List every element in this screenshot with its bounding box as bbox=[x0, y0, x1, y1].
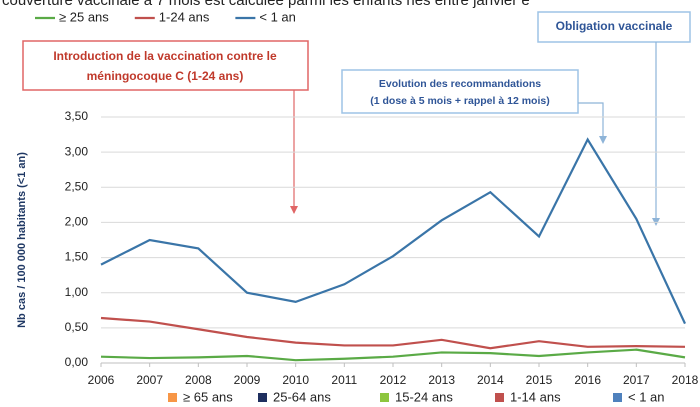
legend-swatch bbox=[495, 393, 504, 402]
y-tick-label: 1,00 bbox=[65, 285, 89, 299]
legend-label: 25-64 ans bbox=[273, 389, 331, 404]
y-tick-label: 3,50 bbox=[65, 109, 89, 123]
annotation-box bbox=[22, 40, 309, 91]
annotation-text: (1 dose à 5 mois + rappel à 12 mois) bbox=[370, 95, 549, 107]
legend-label: < 1 an bbox=[628, 389, 665, 404]
legend-label: 1-24 ans bbox=[159, 9, 210, 24]
y-tick-label: 2,00 bbox=[65, 215, 89, 229]
y-tick-label: 2,50 bbox=[65, 179, 89, 193]
arrowhead bbox=[290, 206, 298, 214]
x-tick-label: 2015 bbox=[526, 373, 553, 387]
y-tick-label: 0,50 bbox=[65, 320, 89, 334]
x-tick-label: 2018 bbox=[672, 373, 699, 387]
legend-label: 15-24 ans bbox=[395, 389, 453, 404]
x-tick-label: 2011 bbox=[331, 373, 357, 387]
y-tick-label: 1,50 bbox=[65, 250, 89, 264]
y-tick-label: 3,00 bbox=[65, 144, 89, 158]
x-tick-label: 2010 bbox=[282, 373, 309, 387]
x-tick-label: 2006 bbox=[88, 373, 115, 387]
legend-swatch bbox=[380, 393, 389, 402]
annotation-arrow bbox=[578, 102, 604, 142]
x-tick-label: 2014 bbox=[477, 373, 504, 387]
legend-label: < 1 an bbox=[259, 9, 296, 24]
series-line bbox=[100, 137, 686, 325]
legend-swatch bbox=[258, 393, 267, 402]
arrowhead bbox=[599, 136, 607, 144]
annotation-text: Evolution des recommandations bbox=[379, 78, 541, 90]
legend-label: ≥ 65 ans bbox=[183, 389, 233, 404]
x-tick-label: 2017 bbox=[623, 373, 650, 387]
annotation-text: méningocoque C (1-24 ans) bbox=[87, 69, 244, 83]
legend-swatch bbox=[168, 393, 177, 402]
x-tick-label: 2009 bbox=[234, 373, 261, 387]
series-line bbox=[100, 316, 686, 350]
y-axis-label: Nb cas / 100 000 habitants (<1 an) bbox=[16, 152, 28, 328]
legend-label: 1-14 ans bbox=[510, 389, 561, 404]
y-tick-label: 0,00 bbox=[65, 355, 89, 369]
annotation-box bbox=[537, 11, 691, 43]
annotation-text: Obligation vaccinale bbox=[556, 19, 673, 33]
series-line bbox=[100, 348, 686, 362]
x-tick-label: 2012 bbox=[380, 373, 407, 387]
x-tick-label: 2013 bbox=[428, 373, 455, 387]
annotation-text: Introduction de la vaccination contre le bbox=[53, 49, 277, 63]
legend-label: ≥ 25 ans bbox=[59, 9, 109, 24]
x-tick-label: 2016 bbox=[574, 373, 601, 387]
x-tick-label: 2008 bbox=[185, 373, 212, 387]
annotation-box bbox=[341, 69, 579, 114]
legend-swatch bbox=[613, 393, 622, 402]
x-tick-label: 2007 bbox=[136, 373, 163, 387]
top-note: couverture vaccinale à 7 mois est calcul… bbox=[2, 0, 530, 9]
